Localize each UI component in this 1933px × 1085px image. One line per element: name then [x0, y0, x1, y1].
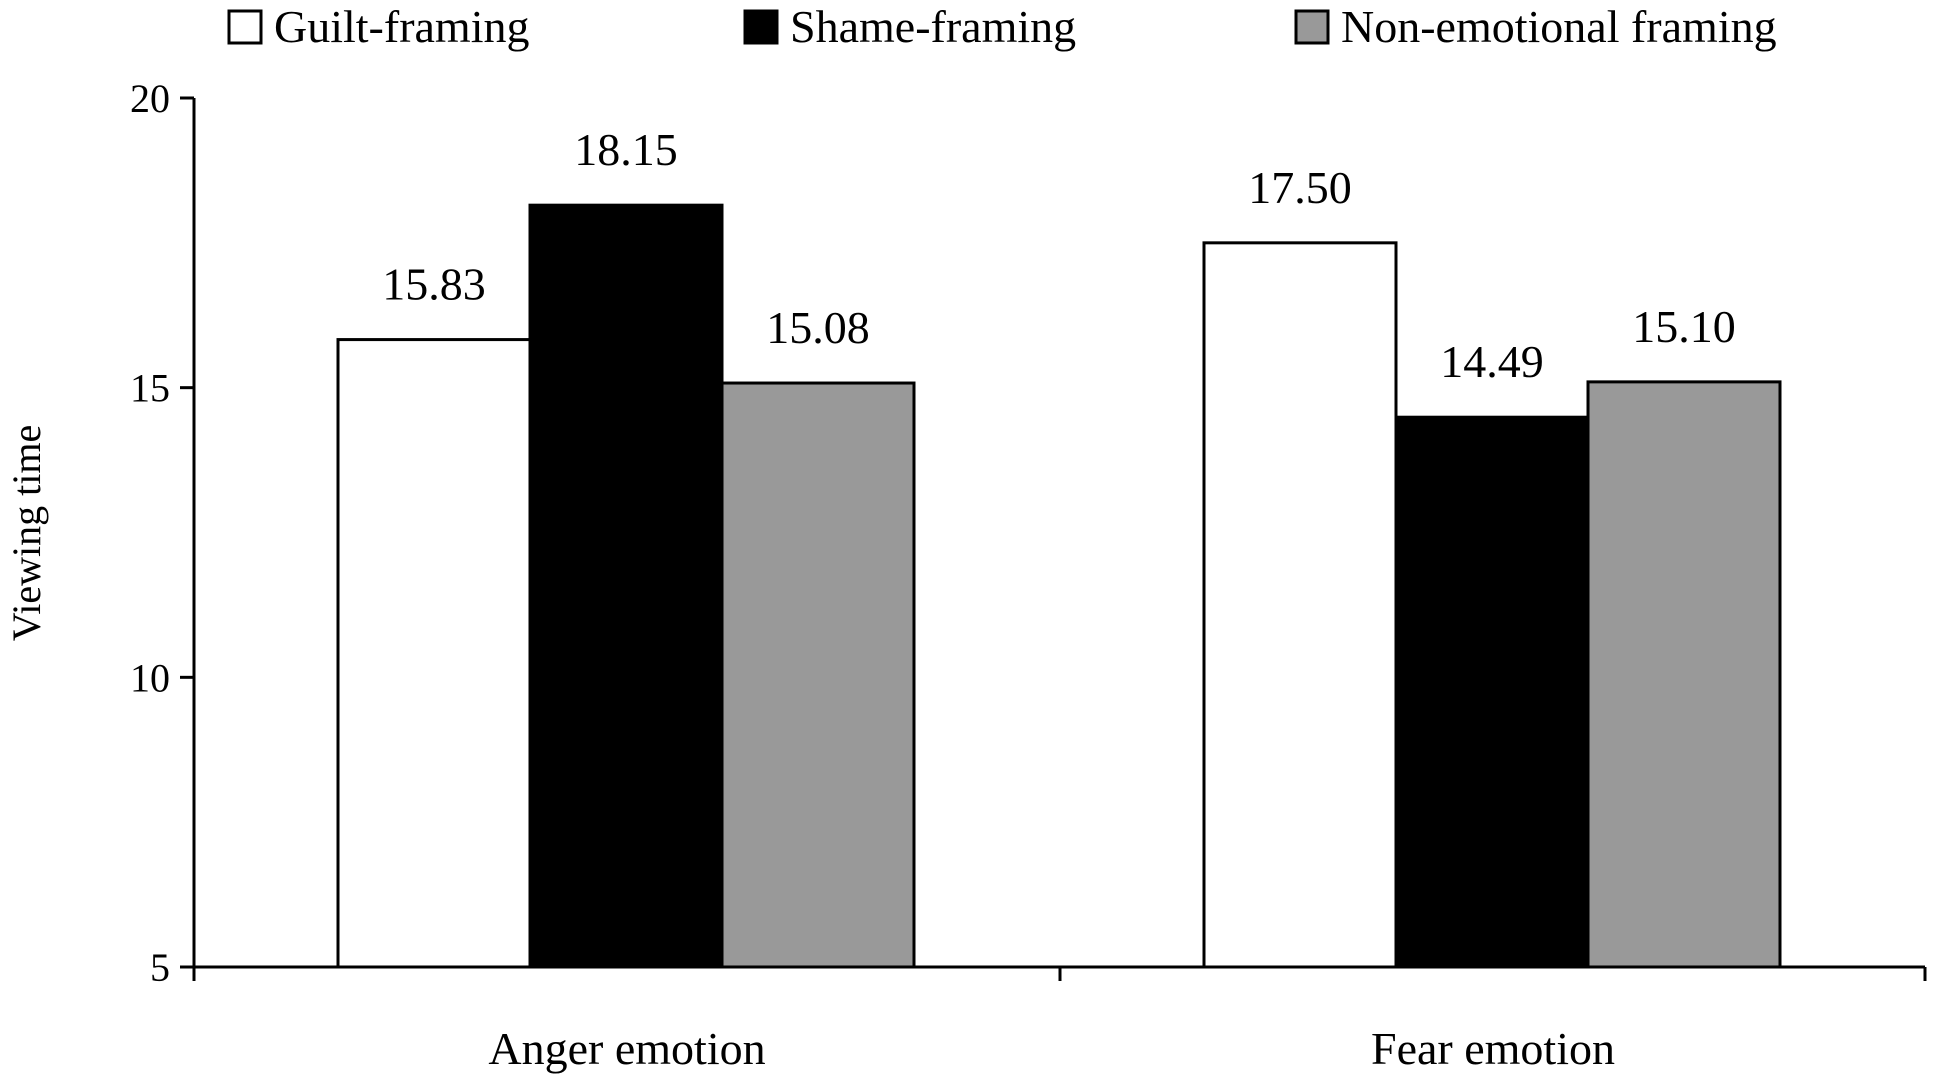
bar	[1586, 380, 1782, 969]
legend-label: Non-emotional framing	[1341, 1, 1777, 52]
bar	[720, 381, 916, 969]
y-tick-label: 20	[130, 76, 170, 121]
x-axis: Anger emotion Fear emotion	[192, 965, 1927, 1074]
legend-swatch	[743, 9, 779, 45]
y-tick-label: 10	[130, 655, 170, 700]
y-axis-label: Viewing time	[4, 425, 49, 641]
legend: Guilt-framing Shame-framing Non-emotional …	[227, 1, 1777, 52]
legend-label: Shame-framing	[790, 1, 1076, 52]
bar	[336, 338, 532, 969]
data-label: 18.15	[574, 124, 678, 175]
y-axis: 5 10 15 20	[130, 76, 196, 990]
bar	[528, 203, 724, 969]
legend-swatch	[227, 9, 263, 45]
bar	[1202, 241, 1398, 969]
bars: 15.83 17.50 18.15 14.49 15.08 15.10	[336, 124, 1782, 969]
data-label: 15.10	[1632, 301, 1736, 352]
x-tick-label: Fear emotion	[1371, 1023, 1615, 1074]
y-tick-label: 15	[130, 366, 170, 411]
data-label: 14.49	[1440, 336, 1544, 387]
y-tick-label: 5	[150, 945, 170, 990]
legend-swatch	[1294, 9, 1330, 45]
data-label: 15.83	[382, 259, 486, 310]
legend-label: Guilt-framing	[274, 1, 530, 52]
x-tick-label: Anger emotion	[488, 1023, 765, 1074]
data-label: 17.50	[1248, 162, 1352, 213]
data-label: 15.08	[766, 302, 870, 353]
bar	[1394, 415, 1590, 969]
